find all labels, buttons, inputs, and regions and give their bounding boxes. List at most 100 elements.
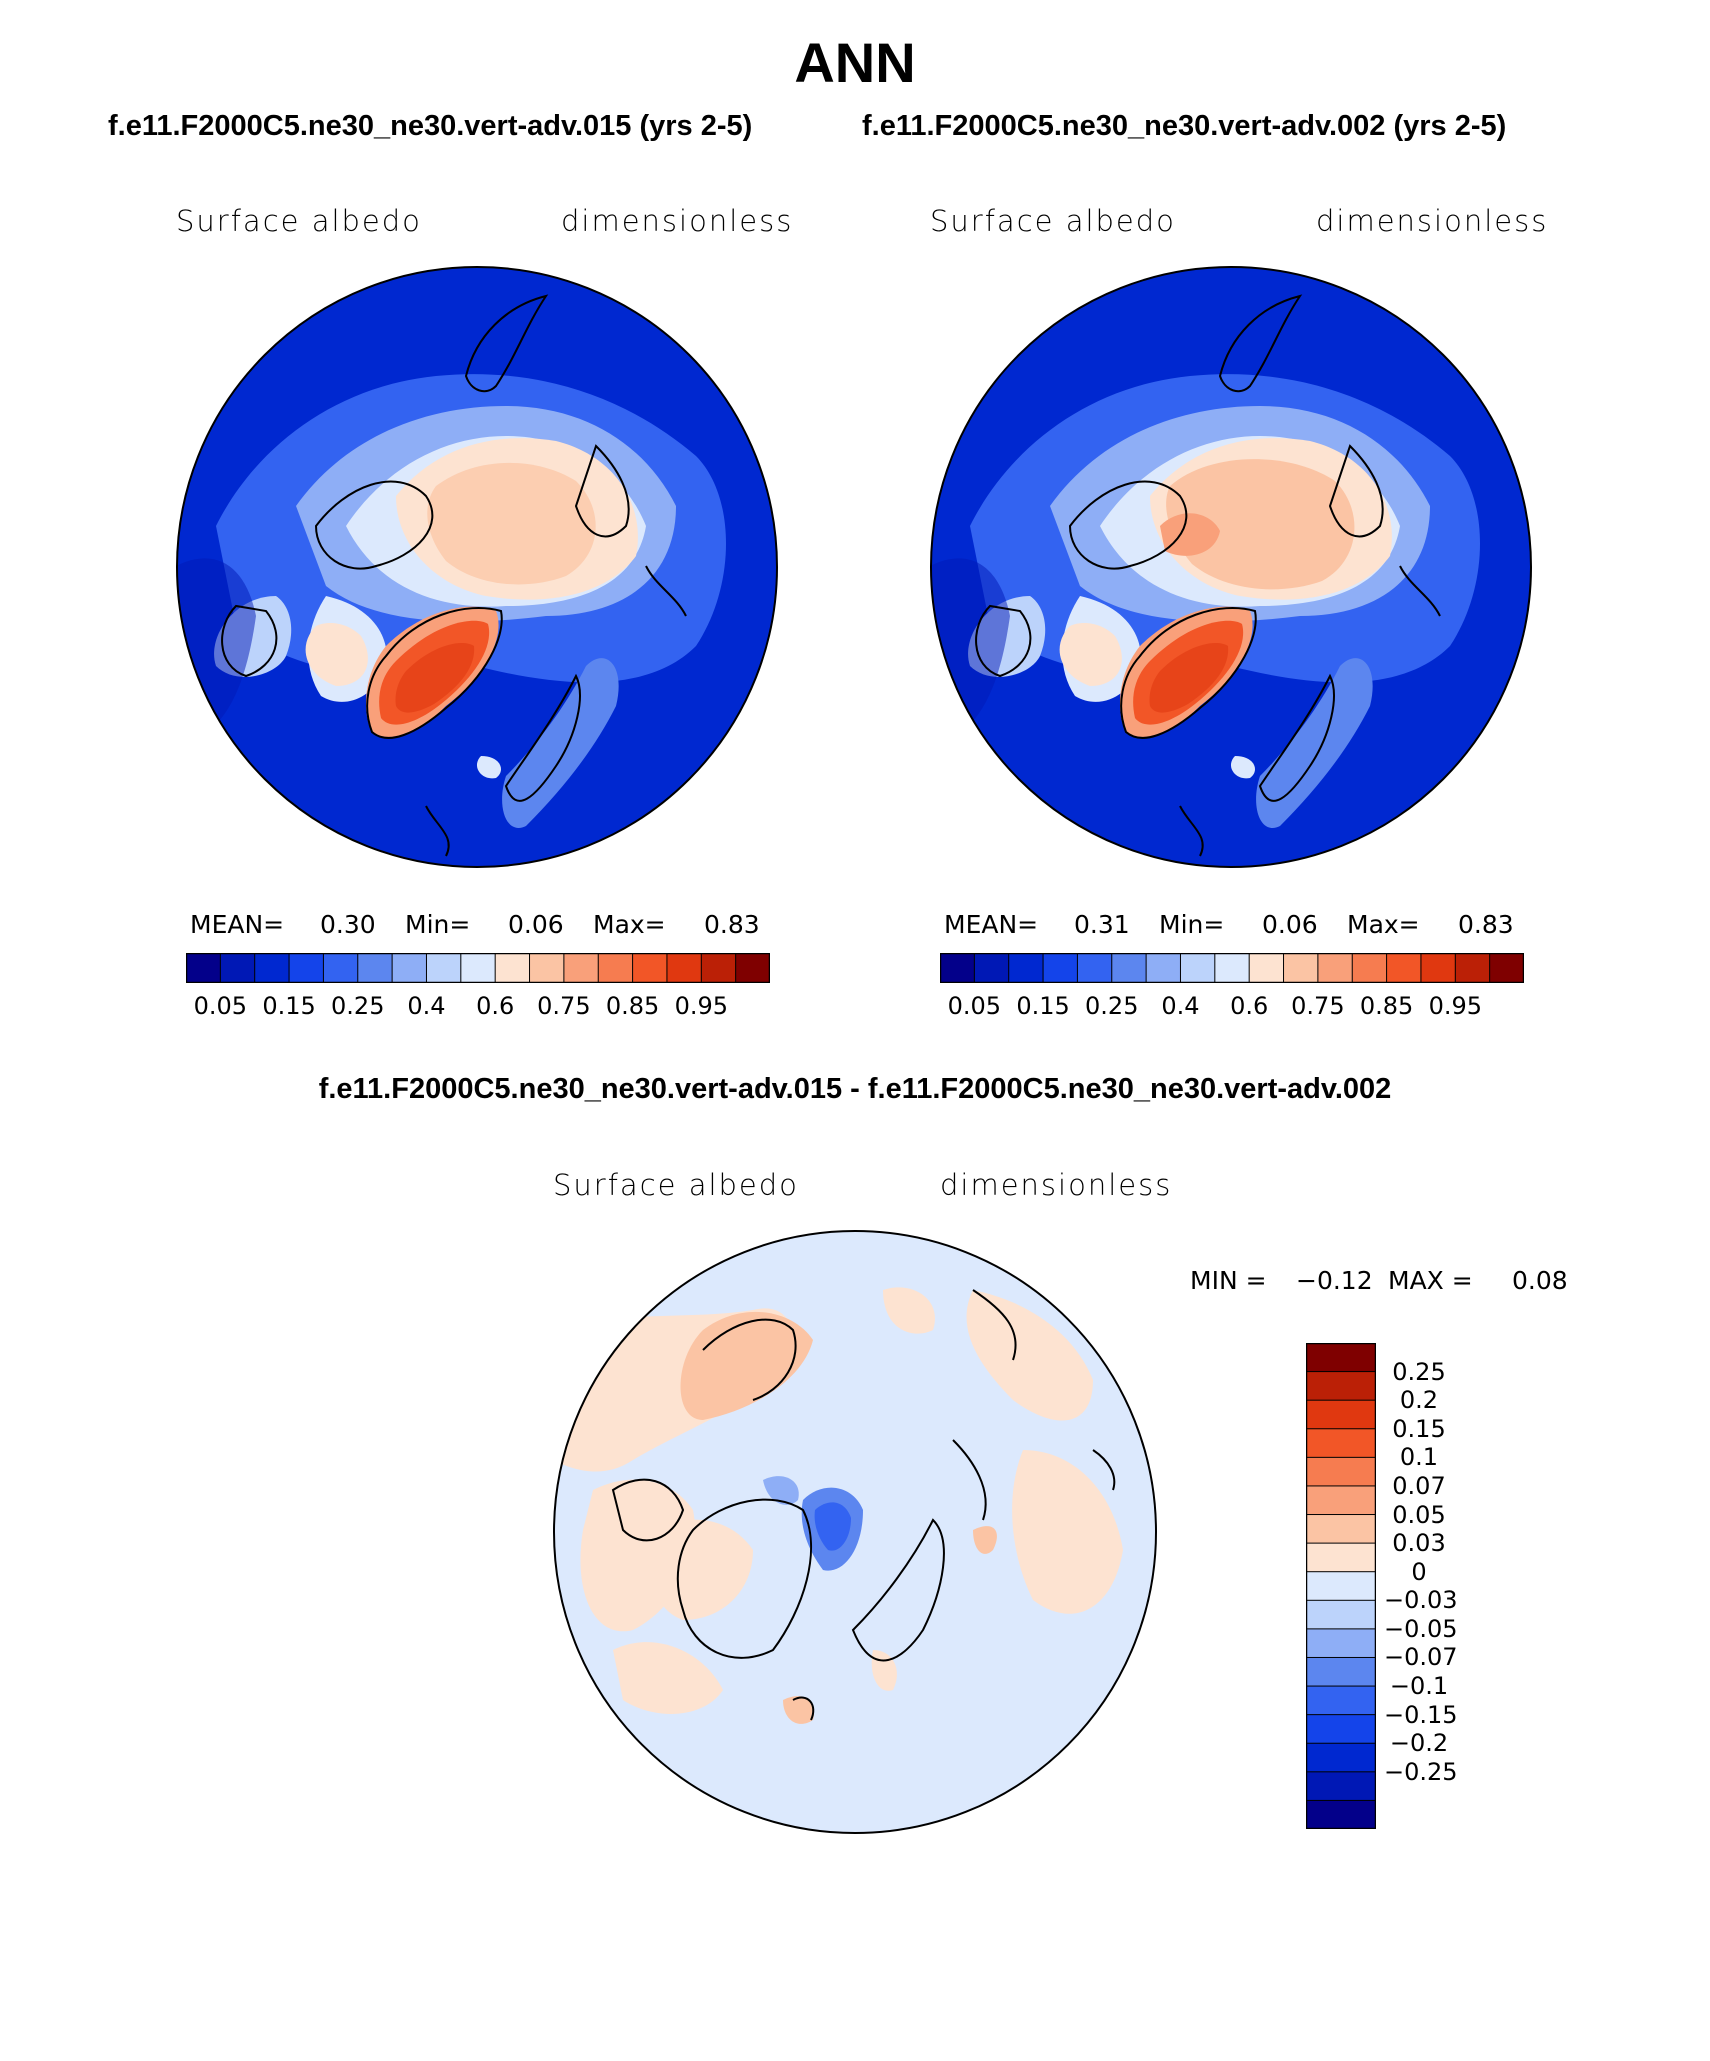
colorbar-tick-label: 0.05 <box>193 992 248 1020</box>
colorbar-box <box>563 953 600 983</box>
colorbar-box <box>322 953 359 983</box>
colorbar-tick-label: 0.6 <box>476 992 515 1020</box>
colorbar-box <box>1306 1456 1376 1487</box>
colorbar-box <box>1351 953 1388 983</box>
colorbar-box <box>1306 1542 1376 1573</box>
colorbar-box <box>1306 1343 1376 1373</box>
panel1-min-value: 0.06 <box>508 910 564 939</box>
colorbar-tick-label: 0.25 <box>1392 1357 1446 1386</box>
colorbar-box <box>425 953 462 983</box>
panel2-colorbar-ticks: 0.05 0.15 0.25 0.4 0.6 0.75 0.85 0.95 <box>940 992 1524 1024</box>
colorbar-box <box>219 953 256 983</box>
colorbar-tick-label: 0.4 <box>1161 992 1200 1020</box>
panel2-min-value: 0.06 <box>1262 910 1318 939</box>
colorbar-tick-label: 0.15 <box>1016 992 1070 1020</box>
case-title-right: f.e11.F2000C5.ne30_ne30.vert-adv.002 (yr… <box>862 110 1507 142</box>
colorbar-tick-label: 0.2 <box>1399 1386 1439 1415</box>
panel3-variable-label: Surface albedo <box>553 1168 799 1202</box>
colorbar-box <box>1306 1771 1376 1802</box>
colorbar-box <box>1179 953 1216 983</box>
colorbar-box <box>973 953 1010 983</box>
colorbar-tick-label: 0.03 <box>1392 1529 1446 1558</box>
colorbar-tick-label: 0.6 <box>1230 992 1269 1020</box>
colorbar-box <box>666 953 703 983</box>
colorbar-tick-label: 0.25 <box>1085 992 1139 1020</box>
panel1-mean-value: 0.30 <box>320 910 376 939</box>
colorbar-tick-label: −0.07 <box>1384 1643 1458 1672</box>
colorbar-box <box>1306 1514 1376 1545</box>
panel2-variable-label: Surface albedo <box>930 204 1176 238</box>
panel2-max-label: Max= <box>1347 910 1420 939</box>
colorbar-box <box>1306 1685 1376 1716</box>
colorbar-tick-label: 0.15 <box>1392 1414 1446 1443</box>
panel1-max-value: 0.83 <box>704 910 760 939</box>
colorbar-box <box>1248 953 1285 983</box>
colorbar-box <box>529 953 565 983</box>
colorbar-tick-label: 0.85 <box>1359 992 1414 1020</box>
panel2-units-label: dimensionless <box>1316 204 1549 238</box>
case-title-left: f.e11.F2000C5.ne30_ne30.vert-adv.015 (yr… <box>108 110 753 142</box>
colorbar-outline <box>940 953 1524 983</box>
colorbar-box <box>1008 953 1045 983</box>
colorbar-box <box>632 953 668 983</box>
panel2-colorbar <box>940 953 1524 983</box>
colorbar-box <box>1306 1628 1376 1659</box>
panel2-min-label: Min= <box>1159 910 1225 939</box>
difference-title: f.e11.F2000C5.ne30_ne30.vert-adv.015 - f… <box>318 1073 1392 1105</box>
colorbar-outline <box>186 953 770 983</box>
colorbar-box <box>494 953 531 983</box>
colorbar-box <box>1306 1399 1376 1430</box>
colorbar-box <box>1306 1571 1376 1602</box>
panel3-colorbar <box>1306 1343 1376 1829</box>
colorbar-tick-label: −0.2 <box>1389 1729 1449 1758</box>
panel3-min-value: −0.12 <box>1296 1266 1373 1295</box>
panel1-max-label: Max= <box>593 910 666 939</box>
panel1-mean-label: MEAN= <box>190 910 285 939</box>
colorbar-box <box>1042 953 1079 983</box>
colorbar-box <box>1306 1799 1376 1829</box>
colorbar-box <box>940 953 976 983</box>
figure-title: ANN <box>794 31 916 94</box>
panel2-max-value: 0.83 <box>1458 910 1514 939</box>
colorbar-box <box>1306 1599 1376 1630</box>
colorbar-box <box>1076 953 1113 983</box>
panel3-max-value: 0.08 <box>1512 1266 1568 1295</box>
colorbar-tick-label: −0.05 <box>1384 1614 1458 1643</box>
colorbar-tick-label: 0.1 <box>1399 1443 1439 1472</box>
colorbar-box <box>391 953 428 983</box>
panel1-map <box>176 266 778 868</box>
colorbar-box <box>1306 1485 1376 1516</box>
colorbar-outline <box>1306 1343 1376 1829</box>
panel3-units-label: dimensionless <box>940 1168 1173 1202</box>
panel3-map <box>553 1230 1157 1834</box>
panel2-mean-label: MEAN= <box>944 910 1039 939</box>
panel1-colorbar <box>186 953 770 983</box>
colorbar-box <box>1420 953 1457 983</box>
colorbar-box <box>597 953 634 983</box>
colorbar-tick-label: 0.95 <box>674 992 728 1020</box>
colorbar-box <box>1145 953 1182 983</box>
colorbar-tick-label: 0.05 <box>947 992 1002 1020</box>
colorbar-tick-label: 0.85 <box>605 992 660 1020</box>
colorbar-box <box>1317 953 1354 983</box>
colorbar-box <box>1306 1428 1376 1459</box>
colorbar-tick-label: 0 <box>1411 1557 1427 1586</box>
colorbar-box <box>1489 953 1524 983</box>
colorbar-tick-label: −0.03 <box>1384 1586 1458 1615</box>
colorbar-box <box>288 953 325 983</box>
colorbar-tick-label: 0.15 <box>262 992 316 1020</box>
panel1-min-label: Min= <box>405 910 471 939</box>
colorbar-tick-label: −0.25 <box>1384 1757 1458 1786</box>
colorbar-box <box>1306 1656 1376 1688</box>
colorbar-box <box>186 953 222 983</box>
colorbar-box <box>1214 953 1251 983</box>
colorbar-tick-label: −0.15 <box>1384 1700 1458 1729</box>
colorbar-tick-label: 0.95 <box>1428 992 1482 1020</box>
panel3-colorbar-ticks: 0.25 0.2 0.15 0.1 0.07 0.05 0.03 0 −0.03 −0.05 −0.… <box>1384 1343 1544 1829</box>
colorbar-box <box>254 953 291 983</box>
colorbar-box <box>1283 953 1319 983</box>
colorbar-box <box>1386 953 1422 983</box>
colorbar-box <box>1306 1371 1376 1402</box>
colorbar-tick-label: 0.07 <box>1392 1471 1446 1500</box>
panel2-map <box>930 266 1532 868</box>
